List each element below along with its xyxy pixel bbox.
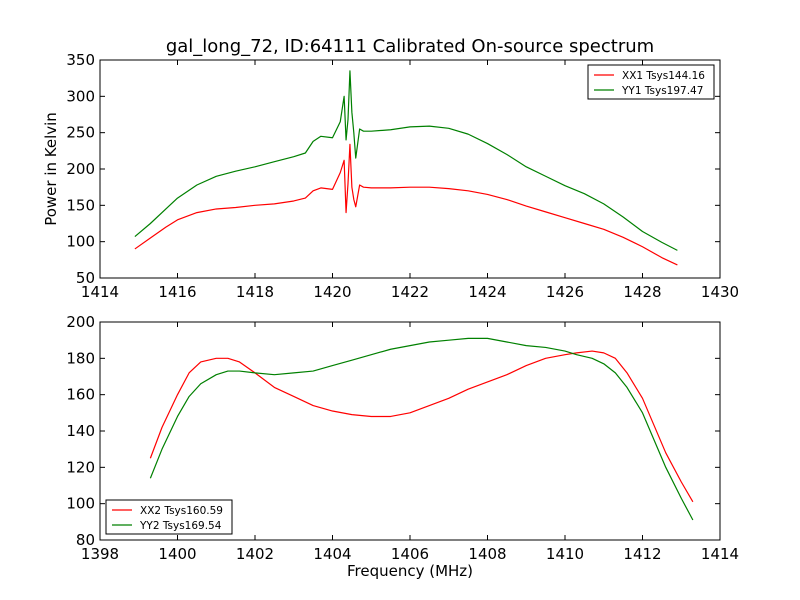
y-tick-label: 200 xyxy=(66,160,95,178)
x-tick-label: 1418 xyxy=(236,283,274,301)
series-line-1-0 xyxy=(149,350,694,503)
x-tick-label: 1400 xyxy=(158,545,196,563)
chart-title: gal_long_72, ID:64111 Calibrated On-sour… xyxy=(166,36,654,57)
x-tick-label: 1416 xyxy=(158,283,196,301)
y-tick-label: 140 xyxy=(66,422,95,440)
legend-entry: XX2 Tsys160.59 xyxy=(140,505,223,517)
x-tick-label: 1430 xyxy=(701,283,739,301)
x-tick-label: 1424 xyxy=(468,283,506,301)
y-tick-label: 120 xyxy=(66,458,95,476)
top-y-axis-label: Power in Kelvin xyxy=(42,112,60,226)
x-tick-label: 1412 xyxy=(623,545,661,563)
x-tick-label: 1398 xyxy=(81,545,119,563)
y-tick-label: 160 xyxy=(66,386,95,404)
x-tick-label: 1426 xyxy=(546,283,584,301)
bottom-panel: 1398 1400 1402 1404 1406 1408 1410 1412 1414 80 10… xyxy=(66,313,739,563)
y-tick-label: 100 xyxy=(66,495,95,513)
y-tick-label: 250 xyxy=(66,124,95,142)
y-tick-label: 150 xyxy=(66,196,95,214)
x-tick-label: 1420 xyxy=(313,283,351,301)
x-tick-label: 1404 xyxy=(313,545,351,563)
x-tick-label: 1422 xyxy=(391,283,429,301)
legend-box xyxy=(587,64,715,100)
y-tick-label: 180 xyxy=(66,349,95,367)
y-tick-label: 80 xyxy=(76,531,95,549)
top-panel: 1414 1416 1418 1420 1422 1424 1426 1428 1430 50 10… xyxy=(66,51,739,301)
legend-entry: YY1 Tsys197.47 xyxy=(621,85,703,97)
x-tick-label: 1414 xyxy=(81,283,119,301)
x-tick-label: 1402 xyxy=(236,545,274,563)
x-tick-label: 1408 xyxy=(468,545,506,563)
x-tick-label: 1406 xyxy=(391,545,429,563)
series-line-1-1 xyxy=(149,337,694,521)
series-line-0-1 xyxy=(134,70,678,251)
legend-box xyxy=(105,499,233,535)
x-tick-label: 1428 xyxy=(623,283,661,301)
x-tick-label: 1414 xyxy=(701,545,739,563)
legend-entry: YY2 Tsys169.54 xyxy=(139,520,222,532)
y-tick-label: 300 xyxy=(66,87,95,105)
y-tick-label: 350 xyxy=(66,51,95,69)
legend-entry: XX1 Tsys144.16 xyxy=(622,70,705,82)
series-line-0-0 xyxy=(134,143,678,266)
y-tick-label: 100 xyxy=(66,233,95,251)
x-tick-label: 1410 xyxy=(546,545,584,563)
y-tick-label: 50 xyxy=(76,269,95,287)
y-tick-label: 200 xyxy=(66,313,95,331)
bottom-x-axis-label: Frequency (MHz) xyxy=(347,562,473,580)
